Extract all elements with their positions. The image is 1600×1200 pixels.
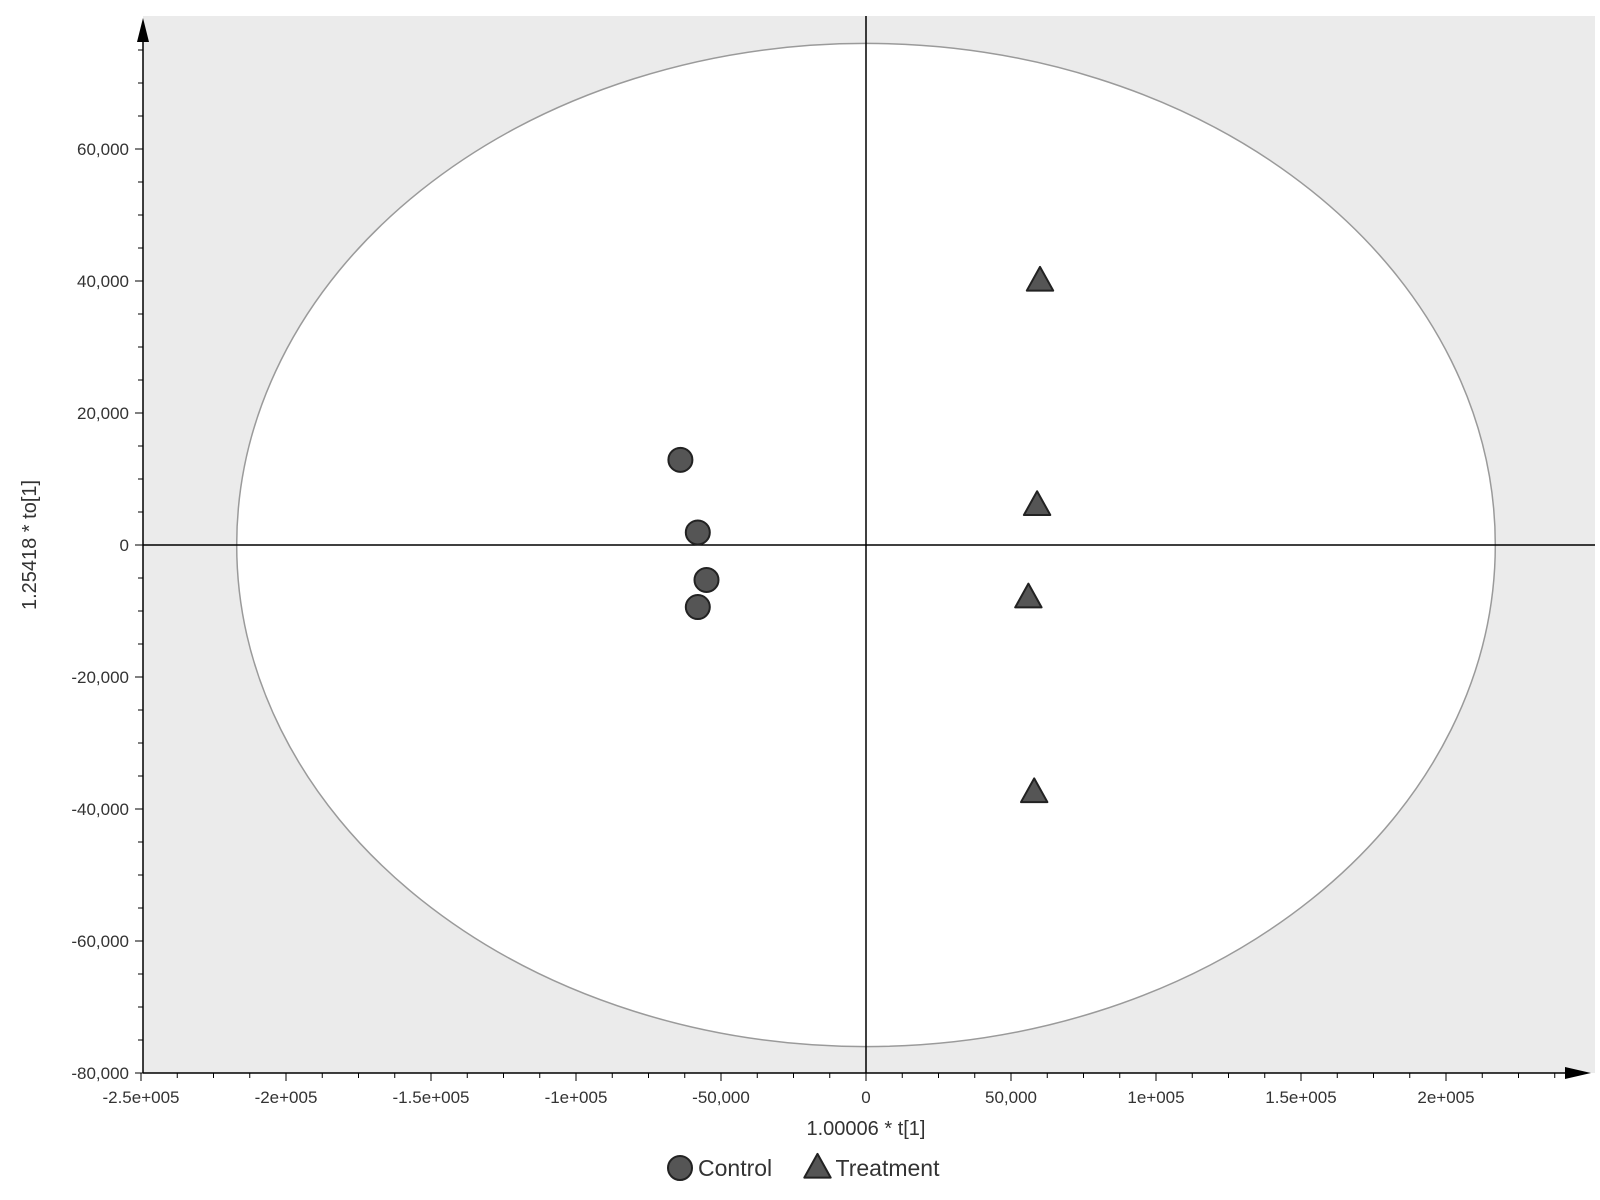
control-point xyxy=(693,566,720,593)
x-tick-label: -2e+005 xyxy=(255,1088,318,1107)
y-tick-label: -60,000 xyxy=(71,932,129,951)
x-tick-label: -50,000 xyxy=(692,1088,750,1107)
y-tick-label: 60,000 xyxy=(77,140,129,159)
x-tick-label: -1e+005 xyxy=(545,1088,608,1107)
legend-label: Treatment xyxy=(836,1155,941,1181)
x-tick-label: 1e+005 xyxy=(1127,1088,1184,1107)
y-tick-label: 20,000 xyxy=(77,404,129,423)
legend-label: Control xyxy=(698,1155,772,1181)
control-point xyxy=(684,594,711,621)
x-tick-label: 50,000 xyxy=(985,1088,1037,1107)
y-tick-label: -20,000 xyxy=(71,668,129,687)
x-tick-label: 2e+005 xyxy=(1417,1088,1474,1107)
treatment-point xyxy=(1014,582,1043,609)
treatment-point xyxy=(1020,777,1049,804)
x-tick-label: 1.5e+005 xyxy=(1265,1088,1336,1107)
control-point xyxy=(684,519,711,546)
legend-circle-icon xyxy=(667,1155,693,1181)
x-tick-label: 0 xyxy=(861,1088,870,1107)
y-tick-label: 0 xyxy=(120,536,129,555)
x-axis-arrow xyxy=(1565,1067,1591,1079)
treatment-point xyxy=(1025,265,1055,292)
treatment-point xyxy=(1022,490,1052,516)
y-axis-arrow xyxy=(137,18,149,42)
legend-triangle-icon xyxy=(803,1152,832,1179)
y-tick-label: -80,000 xyxy=(71,1064,129,1083)
y-tick-label: -40,000 xyxy=(71,800,129,819)
x-axis-title: 1.00006 * t[1] xyxy=(807,1118,926,1140)
x-tick-label: -2.5e+005 xyxy=(102,1088,179,1107)
y-axis-title: 1.25418 * to[1] xyxy=(19,480,41,610)
control-point xyxy=(667,446,694,473)
y-tick-label: 40,000 xyxy=(77,272,129,291)
x-tick-label: -1.5e+005 xyxy=(392,1088,469,1107)
